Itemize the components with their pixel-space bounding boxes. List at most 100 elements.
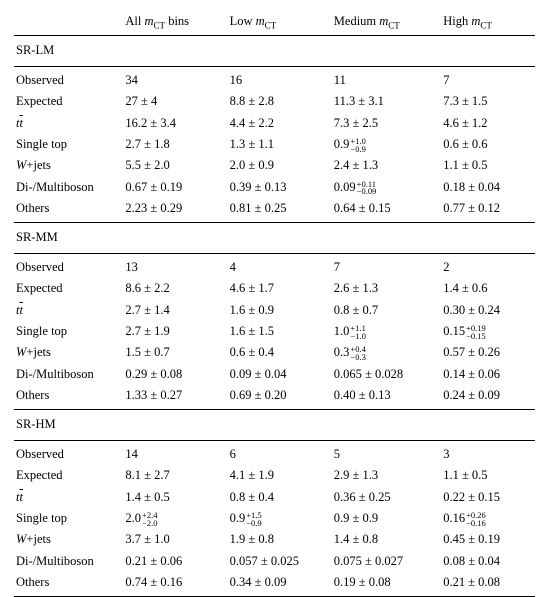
cell: 0.057 ± 0.025 [228,551,332,572]
cell: 0.69 ± 0.20 [228,385,332,410]
cell: 4.6 ± 1.7 [228,278,332,299]
cell: 1.1 ± 0.5 [441,465,535,486]
cell: 16.2 ± 3.4 [123,113,227,134]
col-low: Low mCT [228,10,332,36]
table-row: tt2.7 ± 1.41.6 ± 0.90.8 ± 0.70.30 ± 0.24 [14,300,535,321]
table-row: Observed14653 [14,440,535,465]
table-body: SR-LMObserved3416117Expected27 ± 48.8 ± … [14,36,535,597]
col-high: High mCT [441,10,535,36]
row-label-ttbar: tt [14,487,123,508]
cell: 2.0+2.4−2.0 [123,508,227,529]
col-med: Medium mCT [332,10,441,36]
table-row: Others1.33 ± 0.270.69 ± 0.200.40 ± 0.130… [14,385,535,410]
row-label-wjets: W+jets [14,155,123,176]
cell: 7.3 ± 2.5 [332,113,441,134]
row-label-expected: Expected [14,91,123,112]
section-title: SR-HM [14,410,535,440]
header-row: All mCT bins Low mCT Medium mCT High mCT [14,10,535,36]
section-header: SR-HM [14,410,535,440]
cell: 3 [441,440,535,465]
cell: 2.7 ± 1.4 [123,300,227,321]
row-label-singletop: Single top [14,508,123,529]
cell: 0.34 ± 0.09 [228,572,332,597]
cell: 0.3+0.4−0.3 [332,342,441,363]
cell: 0.9+1.0−0.9 [332,134,441,155]
col-blank [14,10,123,36]
cell: 7 [441,66,535,91]
row-label-expected: Expected [14,465,123,486]
cell: 2.7 ± 1.9 [123,321,227,342]
table-row: W+jets5.5 ± 2.02.0 ± 0.92.4 ± 1.31.1 ± 0… [14,155,535,176]
cell: 0.40 ± 0.13 [332,385,441,410]
row-label-singletop: Single top [14,321,123,342]
section-title: SR-MM [14,223,535,253]
table-row: Observed3416117 [14,66,535,91]
cell: 1.9 ± 0.8 [228,529,332,550]
cell: 1.33 ± 0.27 [123,385,227,410]
table-row: Expected8.1 ± 2.74.1 ± 1.92.9 ± 1.31.1 ±… [14,465,535,486]
cell: 13 [123,253,227,278]
cell: 0.81 ± 0.25 [228,198,332,223]
cell: 0.21 ± 0.06 [123,551,227,572]
row-label-singletop: Single top [14,134,123,155]
cell: 0.09+0.11−0.09 [332,177,441,198]
cell: 8.1 ± 2.7 [123,465,227,486]
cell: 2.7 ± 1.8 [123,134,227,155]
cell: 2.4 ± 1.3 [332,155,441,176]
cell: 4 [228,253,332,278]
cell: 1.4 ± 0.6 [441,278,535,299]
cell: 0.24 ± 0.09 [441,385,535,410]
cell: 0.18 ± 0.04 [441,177,535,198]
cell: 4.4 ± 2.2 [228,113,332,134]
cell: 0.64 ± 0.15 [332,198,441,223]
row-label-observed: Observed [14,66,123,91]
row-label-wjets: W+jets [14,529,123,550]
table-row: tt16.2 ± 3.44.4 ± 2.27.3 ± 2.54.6 ± 1.2 [14,113,535,134]
cell: 0.6 ± 0.4 [228,342,332,363]
table-row: Single top2.0+2.4−2.00.9+1.5−0.90.9 ± 0.… [14,508,535,529]
cell: 1.6 ± 1.5 [228,321,332,342]
row-label-ttbar: tt [14,113,123,134]
table-row: Single top2.7 ± 1.81.3 ± 1.10.9+1.0−0.90… [14,134,535,155]
cell: 0.19 ± 0.08 [332,572,441,597]
table-row: Expected8.6 ± 2.24.6 ± 1.72.6 ± 1.31.4 ±… [14,278,535,299]
cell: 0.57 ± 0.26 [441,342,535,363]
cell: 1.6 ± 0.9 [228,300,332,321]
table-row: Others0.74 ± 0.160.34 ± 0.090.19 ± 0.080… [14,572,535,597]
row-label-others: Others [14,198,123,223]
row-label-others: Others [14,385,123,410]
row-label-ttbar: tt [14,300,123,321]
table-row: W+jets1.5 ± 0.70.6 ± 0.40.3+0.4−0.30.57 … [14,342,535,363]
cell: 1.3 ± 1.1 [228,134,332,155]
table-row: Di-/Multiboson0.21 ± 0.060.057 ± 0.0250.… [14,551,535,572]
table-row: Observed13472 [14,253,535,278]
cell: 0.065 ± 0.028 [332,364,441,385]
row-label-others: Others [14,572,123,597]
results-table: All mCT bins Low mCT Medium mCT High mCT… [14,10,535,597]
cell: 2.23 ± 0.29 [123,198,227,223]
section-title: SR-LM [14,36,535,66]
cell: 8.8 ± 2.8 [228,91,332,112]
cell: 0.8 ± 0.7 [332,300,441,321]
row-label-diboson: Di-/Multiboson [14,364,123,385]
cell: 2 [441,253,535,278]
cell: 3.7 ± 1.0 [123,529,227,550]
cell: 0.29 ± 0.08 [123,364,227,385]
cell: 0.09 ± 0.04 [228,364,332,385]
table-row: tt1.4 ± 0.50.8 ± 0.40.36 ± 0.250.22 ± 0.… [14,487,535,508]
cell: 16 [228,66,332,91]
cell: 0.74 ± 0.16 [123,572,227,597]
table-row: Single top2.7 ± 1.91.6 ± 1.51.0+1.1−1.00… [14,321,535,342]
cell: 0.9+1.5−0.9 [228,508,332,529]
cell: 0.30 ± 0.24 [441,300,535,321]
cell: 11.3 ± 3.1 [332,91,441,112]
row-label-diboson: Di-/Multiboson [14,551,123,572]
row-label-expected: Expected [14,278,123,299]
cell: 6 [228,440,332,465]
cell: 0.39 ± 0.13 [228,177,332,198]
row-label-wjets: W+jets [14,342,123,363]
cell: 2.0 ± 0.9 [228,155,332,176]
row-label-observed: Observed [14,440,123,465]
cell: 0.15+0.19−0.15 [441,321,535,342]
row-label-observed: Observed [14,253,123,278]
